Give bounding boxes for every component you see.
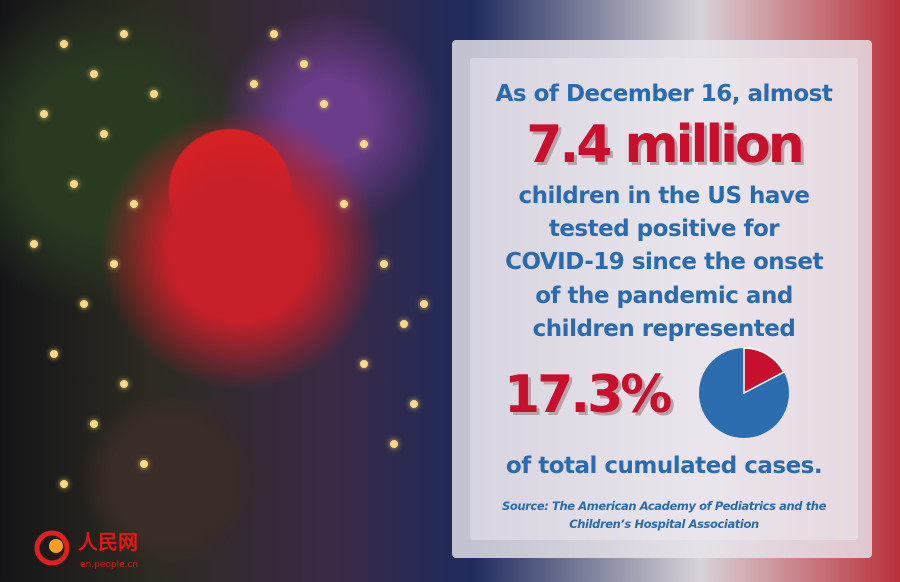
light-bulb xyxy=(60,40,68,48)
light-bulb xyxy=(120,30,128,38)
info-panel xyxy=(452,40,872,558)
light-bulb xyxy=(40,110,48,118)
people-daily-logo: 人民网 en.people.cn xyxy=(34,530,138,570)
light-bulb xyxy=(70,180,78,188)
info-panel-inner xyxy=(470,58,858,540)
logo-url: en.people.cn xyxy=(80,560,139,570)
headline-figure: 7.4 million xyxy=(526,115,804,175)
pie-slice-share xyxy=(743,347,785,395)
light-bulb xyxy=(340,200,348,208)
light-bulb xyxy=(250,80,258,88)
light-bulb xyxy=(410,400,418,408)
light-bulb xyxy=(60,480,68,488)
body-line: of the pandemic and xyxy=(535,283,793,309)
body-line: tested positive for xyxy=(548,216,780,242)
light-bulb xyxy=(270,30,278,38)
light-bulb xyxy=(300,60,308,68)
headline-line: As of December 16, almost xyxy=(495,81,833,107)
light-bulb xyxy=(80,300,88,308)
light-bulb xyxy=(420,300,428,308)
light-bulb xyxy=(100,130,108,138)
light-bulb xyxy=(380,260,388,268)
source-line: Children’s Hospital Association xyxy=(569,517,759,531)
light-bulb xyxy=(150,90,158,98)
light-bulb xyxy=(320,100,328,108)
light-bulb xyxy=(110,260,118,268)
pie-chart xyxy=(699,347,789,438)
light-bulb xyxy=(130,200,138,208)
light-bulb xyxy=(90,70,98,78)
body-line: children in the US have xyxy=(518,183,810,209)
logo-mark-icon xyxy=(34,530,70,566)
light-bulb xyxy=(140,460,148,468)
light-bulb xyxy=(360,140,368,148)
light-bulb xyxy=(50,350,58,358)
light-bulb xyxy=(120,380,128,388)
light-bulb xyxy=(400,320,408,328)
light-bulb xyxy=(390,440,398,448)
source-line: Source: The American Academy of Pediatri… xyxy=(501,499,826,513)
body-line: COVID-19 since the onset xyxy=(505,249,823,275)
light-bulb xyxy=(360,360,368,368)
light-bulb xyxy=(90,420,98,428)
body-line: children represented xyxy=(532,316,796,342)
closing-line: of total cumulated cases. xyxy=(505,453,823,479)
logo-text: 人民网 xyxy=(78,530,138,554)
light-bulb xyxy=(30,240,38,248)
percentage-figure: 17.3% xyxy=(504,365,672,425)
